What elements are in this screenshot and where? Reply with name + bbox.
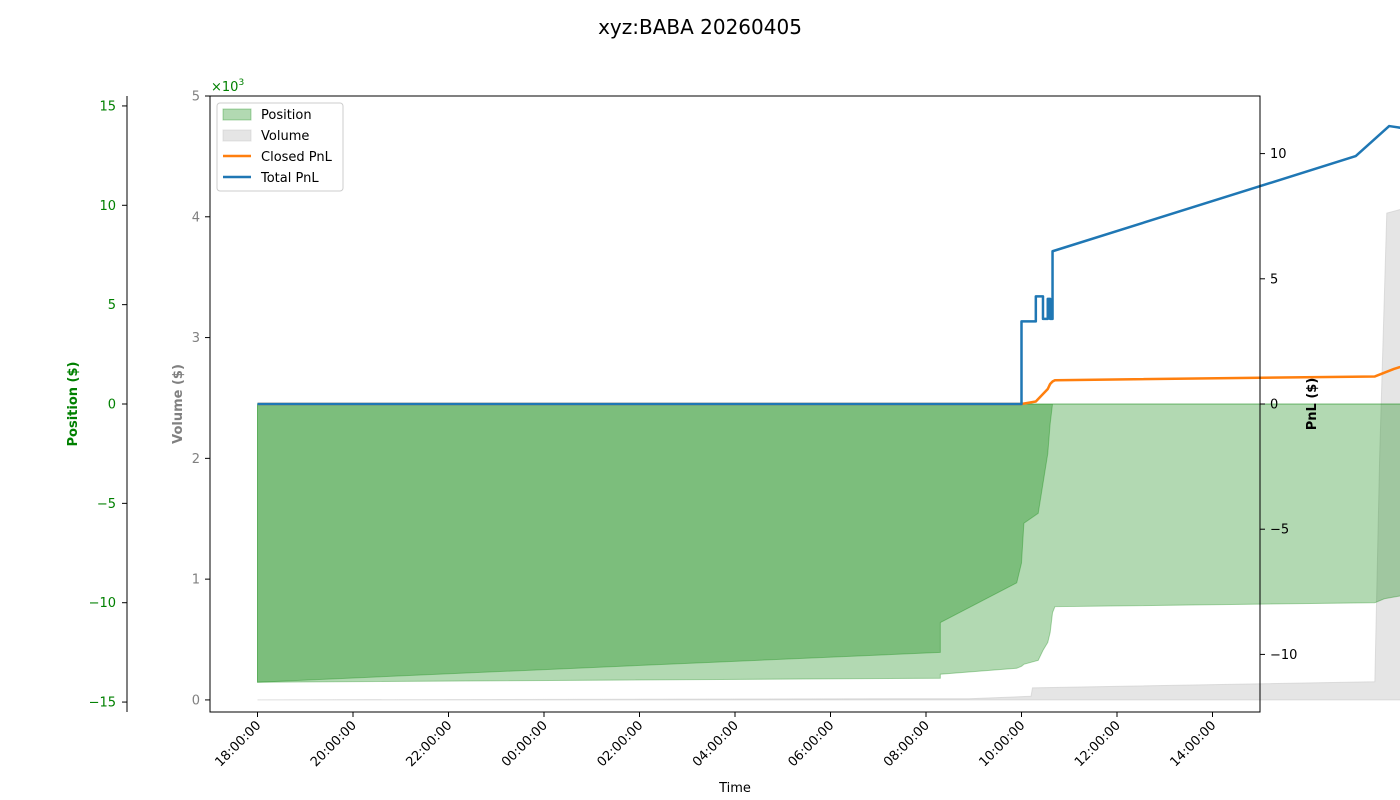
- x-tick-label: 14:00:00: [1167, 718, 1219, 770]
- legend-label-volume: Volume: [261, 129, 309, 144]
- plot-lines: [257, 124, 1400, 406]
- volume-tick-label: 4: [192, 210, 200, 225]
- x-tick-label: 08:00:00: [881, 718, 933, 770]
- position-tick-label: −10: [89, 596, 116, 611]
- volume-tick-label: 3: [192, 331, 200, 346]
- position-tick-label: 0: [108, 398, 116, 413]
- position-area-0: [257, 403, 1400, 683]
- x-axis-title: Time: [718, 781, 751, 796]
- x-tick-label: 02:00:00: [594, 718, 646, 770]
- x-axis-ticks: 18:00:00 20:00:00 22:00:00 00:00:00 02:00:00…: [212, 712, 1219, 770]
- x-tick-label: 12:00:00: [1072, 718, 1124, 770]
- volume-axis-title: Volume ($): [171, 364, 186, 444]
- volume-tick-label: 1: [192, 573, 200, 588]
- legend-label-position: Position: [261, 108, 312, 123]
- position-axis-title: Position ($): [66, 362, 81, 447]
- total-pnl-line: [257, 124, 1400, 406]
- legend-swatch-position: [222, 108, 252, 121]
- legend-swatch-volume: [222, 129, 252, 142]
- legend-frame: [216, 102, 344, 192]
- x-tick-label: 22:00:00: [403, 718, 455, 770]
- position-tick-label: 5: [108, 298, 116, 313]
- pnl-tick-label: 5: [1270, 272, 1278, 287]
- position-tick-label: 15: [99, 99, 116, 114]
- pnl-tick-label: 0: [1270, 398, 1278, 413]
- position-tick-label: −5: [97, 497, 116, 512]
- x-tick-label: 10:00:00: [976, 718, 1028, 770]
- pnl-tick-label: 10: [1270, 147, 1287, 162]
- volume-tick-label: 5: [192, 90, 200, 105]
- position-axis-ticks: −15 −10 −5 0 5 10 15: [89, 99, 127, 711]
- pnl-axis-title: PnL ($): [1305, 378, 1320, 431]
- position-tick-label: −15: [89, 696, 116, 711]
- plot-areas: [257, 209, 1400, 701]
- legend: Position Volume Closed PnL Total PnL: [216, 102, 344, 192]
- volume-tick-label: 0: [192, 693, 200, 708]
- closed-pnl-line: [257, 365, 1400, 406]
- volume-tick-label: 2: [192, 452, 200, 467]
- pnl-tick-label: −5: [1270, 523, 1289, 538]
- pnl-tick-label: −10: [1270, 648, 1297, 663]
- position-area-1: [257, 403, 1400, 683]
- x-tick-label: 06:00:00: [785, 718, 837, 770]
- x-tick-label: 20:00:00: [308, 718, 360, 770]
- x-tick-label: 04:00:00: [690, 718, 742, 770]
- legend-label-closed-pnl: Closed PnL: [261, 150, 333, 165]
- position-tick-label: 10: [99, 199, 116, 214]
- pnl-axis-ticks: −10 −5 0 5 10: [1260, 147, 1297, 663]
- legend-label-total-pnl: Total PnL: [260, 171, 319, 186]
- x-tick-label: 00:00:00: [499, 718, 551, 770]
- chart-title: xyz:BABA 20260405: [598, 15, 802, 39]
- x-tick-label: 18:00:00: [212, 718, 264, 770]
- volume-axis-exponent: ×103: [211, 78, 244, 95]
- volume-axis-ticks: 0 1 2 3 4 5: [192, 90, 210, 708]
- volume-area: [257, 209, 1400, 701]
